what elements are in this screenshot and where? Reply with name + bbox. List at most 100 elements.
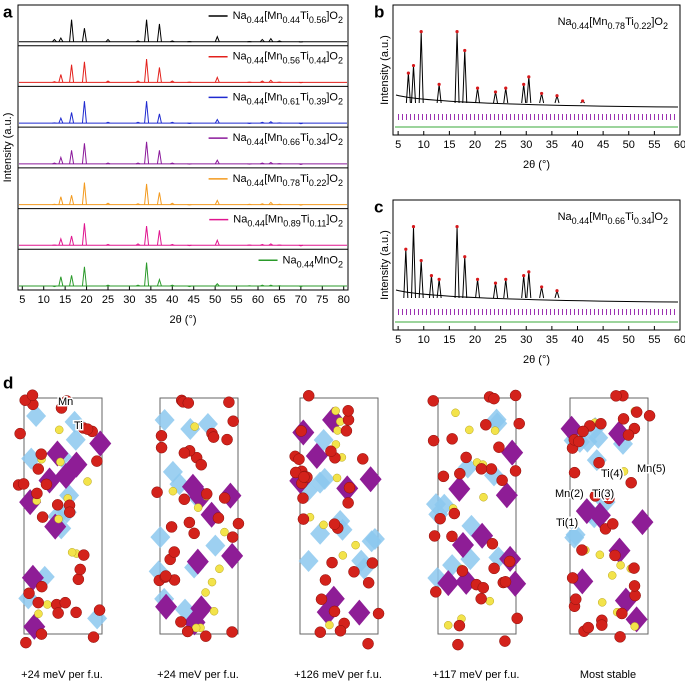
peak	[135, 40, 141, 43]
o-atom	[195, 459, 207, 471]
o-atom	[511, 612, 523, 625]
na-atom	[209, 607, 219, 616]
na-atom	[597, 598, 607, 607]
o-atom	[628, 580, 641, 592]
o-atom	[87, 631, 100, 643]
peak-top	[493, 281, 498, 285]
legend-label: Na0.44MnO2	[283, 254, 343, 269]
na-atom	[619, 467, 629, 476]
peak-top	[406, 71, 410, 75]
mn-octahedron	[448, 475, 471, 502]
ti-octahedron	[162, 460, 183, 483]
o-atom	[59, 596, 72, 609]
x-tick-label: 35	[546, 139, 558, 151]
legend-label: Na0.44[Mn0.56Ti0.44]O2	[233, 51, 343, 66]
o-atom	[183, 516, 196, 529]
na-atom	[630, 622, 639, 631]
peak	[144, 262, 150, 287]
o-atom	[32, 596, 44, 609]
x-tick-label: 40	[166, 294, 178, 306]
atom-label: Mn	[58, 396, 73, 408]
peak	[493, 283, 498, 299]
o-atom	[628, 562, 640, 574]
o-atom	[328, 518, 341, 530]
x-tick-label: 55	[230, 294, 242, 306]
peak	[144, 183, 150, 205]
x-tick-label: 10	[418, 139, 430, 151]
peak	[268, 121, 274, 124]
na-atom	[325, 620, 334, 630]
x-tick-label: 5	[395, 334, 401, 346]
peak	[411, 65, 416, 104]
o-atom	[488, 562, 500, 575]
x-axis-label: 2θ (°)	[523, 159, 550, 171]
x-tick-label: 30	[123, 294, 135, 306]
x-tick-label: 60	[674, 139, 685, 151]
x-tick-label: 50	[623, 139, 635, 151]
peak	[170, 121, 175, 124]
o-atom	[334, 625, 347, 637]
peak-top	[419, 258, 423, 263]
na-atom	[34, 609, 43, 619]
o-atom	[596, 619, 608, 631]
peak	[418, 31, 424, 104]
o-atom	[20, 636, 32, 649]
o-atom	[74, 563, 86, 576]
peak	[69, 112, 75, 124]
peak	[405, 73, 411, 104]
ti-octahedron	[21, 447, 42, 470]
mn-octahedron	[322, 585, 345, 612]
o-atom	[315, 593, 328, 605]
o-atom	[342, 497, 354, 509]
o-atom	[93, 604, 106, 616]
peak	[418, 260, 424, 299]
o-atom	[51, 499, 64, 511]
o-atom	[446, 433, 458, 445]
o-atom	[32, 463, 45, 475]
legend-label: Na0.44[Mn0.66Ti0.34]O2	[233, 132, 343, 147]
peak	[156, 150, 162, 164]
o-atom	[503, 555, 516, 568]
peak	[268, 161, 274, 165]
peak	[105, 162, 111, 165]
o-atom	[616, 607, 628, 620]
peak	[462, 50, 468, 104]
o-atom	[340, 425, 353, 437]
o-atom	[200, 488, 213, 500]
o-atom	[40, 478, 53, 491]
peak	[298, 285, 303, 288]
o-atom	[454, 467, 466, 480]
mn-octahedron	[221, 542, 244, 569]
peak	[81, 61, 87, 83]
legend-label: Na0.44[Mn0.78Ti0.22]O2	[233, 173, 343, 188]
ti-octahedron	[65, 428, 86, 451]
o-atom	[610, 390, 622, 402]
na-atom	[56, 457, 65, 467]
o-atom	[328, 605, 341, 618]
na-atom	[207, 577, 217, 587]
x-tick-label: 35	[145, 294, 157, 306]
o-atom	[314, 626, 327, 638]
peak-top	[493, 90, 498, 94]
peak	[503, 88, 509, 104]
x-tick-label: 70	[295, 294, 307, 306]
mn-octahedron	[186, 548, 209, 575]
peak-top	[463, 255, 467, 259]
peak	[144, 141, 150, 164]
peak	[462, 256, 468, 299]
o-atom	[70, 606, 82, 619]
peak	[526, 76, 532, 104]
o-atom	[226, 626, 238, 638]
peak	[52, 38, 57, 43]
cell-frame	[159, 397, 239, 635]
ti-octahedron	[154, 409, 175, 432]
peak	[298, 204, 303, 206]
o-atom	[223, 396, 235, 408]
peak	[268, 79, 274, 83]
peak	[156, 23, 162, 42]
peak	[411, 226, 416, 299]
legend-label: Na0.44[Mn0.44Ti0.56]O2	[233, 10, 343, 25]
o-atom	[589, 490, 602, 502]
peak	[105, 243, 111, 246]
